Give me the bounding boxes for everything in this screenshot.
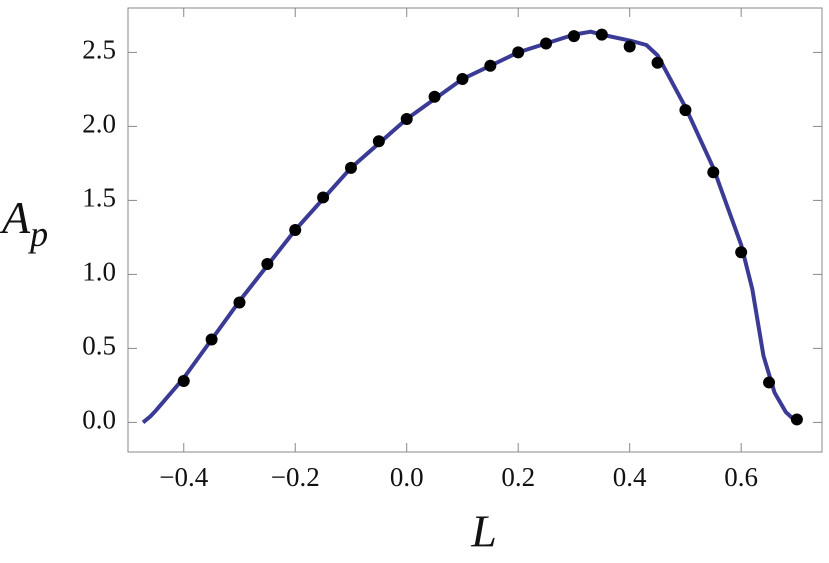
data-point bbox=[763, 376, 776, 389]
y-tick-label: 0.5 bbox=[82, 331, 116, 361]
data-point bbox=[567, 30, 580, 43]
y-axis-label-main: A bbox=[0, 192, 31, 243]
data-point bbox=[484, 59, 497, 72]
data-point bbox=[651, 56, 664, 69]
data-point bbox=[317, 191, 330, 204]
data-point bbox=[595, 28, 608, 41]
data-point bbox=[540, 37, 553, 50]
x-tick-label: 0.4 bbox=[613, 462, 647, 492]
y-tick-label: 1.5 bbox=[82, 183, 116, 213]
x-tick-label: 0.2 bbox=[501, 462, 535, 492]
data-point bbox=[790, 413, 803, 426]
data-point bbox=[177, 374, 190, 387]
data-point bbox=[428, 90, 441, 103]
x-tick-label: 0.6 bbox=[724, 462, 758, 492]
plot-frame bbox=[127, 7, 823, 453]
y-tick-label: 0.0 bbox=[82, 405, 116, 435]
data-point bbox=[400, 113, 413, 125]
data-point bbox=[372, 135, 385, 148]
data-point bbox=[735, 246, 748, 259]
x-axis-label: L bbox=[470, 506, 497, 557]
data-point bbox=[623, 40, 636, 53]
data-point bbox=[512, 46, 525, 59]
y-tick-label: 1.0 bbox=[82, 257, 116, 287]
data-point bbox=[344, 161, 357, 174]
y-axis-label: Ap bbox=[0, 192, 48, 255]
data-point bbox=[456, 73, 469, 86]
x-tick-label: −0.2 bbox=[271, 462, 320, 492]
x-tick-label: 0.0 bbox=[390, 462, 424, 492]
data-point bbox=[289, 224, 302, 236]
data-point bbox=[205, 333, 218, 346]
data-point bbox=[261, 258, 274, 271]
y-axis-label-sub: p bbox=[27, 214, 48, 254]
data-point bbox=[233, 296, 246, 309]
curve bbox=[141, 29, 799, 424]
y-tick-label: 2.5 bbox=[82, 35, 116, 65]
y-tick-label: 2.0 bbox=[82, 109, 116, 139]
x-tick-label: −0.4 bbox=[159, 462, 208, 492]
data-point bbox=[707, 166, 720, 179]
data-point bbox=[679, 104, 692, 117]
